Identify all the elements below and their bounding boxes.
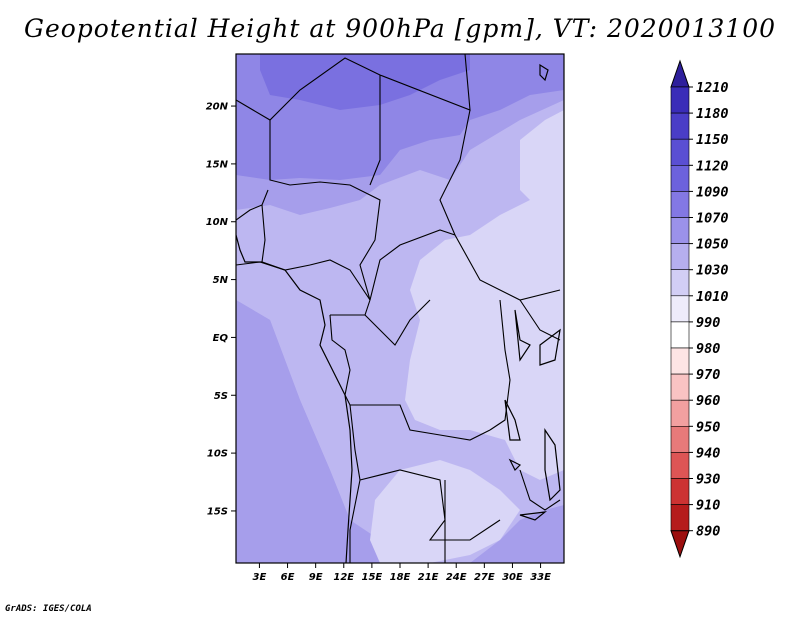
lon-tick-label: 30E [502, 572, 523, 583]
colorbar-segment [670, 399, 690, 427]
colorbar-segment [670, 295, 690, 323]
colorbar-label: 1210 [696, 80, 729, 96]
field-1090-north [260, 54, 470, 110]
colorbar-label: 1030 [696, 263, 729, 279]
colorbar-label: 990 [696, 315, 720, 331]
colorbar-segment [670, 217, 690, 244]
colorbar-top-arrow [670, 59, 690, 88]
lat-tick-label: 10S [207, 449, 228, 460]
colorbar-label: 910 [696, 498, 720, 514]
geopotential-field [236, 54, 564, 563]
colorbar-label: 1070 [696, 211, 729, 227]
colorbar-segment [670, 425, 690, 453]
colorbar-segment [670, 243, 690, 271]
lat-tick-label: 10N [206, 217, 229, 228]
colorbar-label: 930 [696, 472, 720, 488]
colorbar-segment [670, 452, 690, 479]
field-1010-basin [405, 190, 564, 480]
latitude-axis: 20N 15N 10N 5N EQ 5S 10S 15S [206, 102, 236, 517]
colorbar-label: 940 [696, 445, 720, 461]
colorbar-segment [670, 373, 690, 401]
colorbar-segment [670, 478, 690, 505]
colorbar-label: 1090 [696, 184, 729, 200]
colorbar-segment [670, 138, 690, 166]
colorbar-label: 1050 [696, 237, 729, 253]
colorbar-label: 950 [696, 419, 720, 435]
colorbar-bottom-arrow [670, 530, 690, 559]
map-title: Geopotential Height at 900hPa [gpm], VT:… [23, 14, 777, 43]
colorbar-segment [670, 504, 690, 532]
colorbar-segment [670, 321, 690, 349]
field-1030-ocean [236, 100, 564, 563]
lat-tick-label: 5S [214, 391, 228, 402]
colorbar-segment [670, 86, 690, 114]
coastline [236, 63, 561, 563]
colorbar-segment [670, 347, 690, 375]
lat-tick-label: EQ [213, 333, 229, 344]
colorbar-label: 980 [696, 341, 720, 357]
lat-tick-label: 20N [206, 102, 229, 113]
colorbar-label: 960 [696, 393, 720, 409]
lon-tick-label: 24E [446, 572, 467, 583]
longitude-axis: 3E 6E 9E 12E 15E 18E 21E 24E 27E 30E 33E [253, 563, 551, 583]
lon-tick-label: 27E [474, 572, 495, 583]
colorbar-segment [670, 165, 690, 192]
lon-tick-label: 21E [418, 572, 439, 583]
lon-tick-label: 15E [362, 572, 383, 583]
colorbar-label: 970 [696, 367, 720, 383]
colorbar-label: 1150 [696, 132, 729, 148]
lon-tick-label: 33E [530, 572, 551, 583]
lat-tick-label: 15S [207, 506, 228, 517]
colorbar-label: 1010 [696, 289, 729, 305]
field-1050-southeast [470, 505, 564, 563]
colorbar: 1210 1180 1150 1120 1090 1070 1050 1030 1010 990 9… [670, 59, 729, 559]
colorbar-label: 1180 [696, 106, 729, 122]
lon-tick-label: 3E [253, 572, 267, 583]
colorbar-segment [670, 269, 690, 297]
lon-tick-label: 12E [333, 572, 354, 583]
colorbar-label: 1120 [696, 158, 729, 174]
lat-tick-label: 15N [206, 159, 229, 170]
lon-tick-label: 9E [309, 572, 323, 583]
colorbar-segment [670, 112, 690, 140]
colorbar-segment [670, 191, 690, 218]
credit-label: GrADS: IGES/COLA [5, 604, 92, 614]
colorbar-label: 890 [696, 524, 720, 540]
lat-tick-label: 5N [213, 275, 229, 286]
field-1050-southwest [236, 300, 360, 563]
country-borders [236, 54, 561, 563]
lon-tick-label: 6E [281, 572, 295, 583]
field-1010-east [520, 110, 564, 210]
lon-tick-label: 18E [390, 572, 411, 583]
